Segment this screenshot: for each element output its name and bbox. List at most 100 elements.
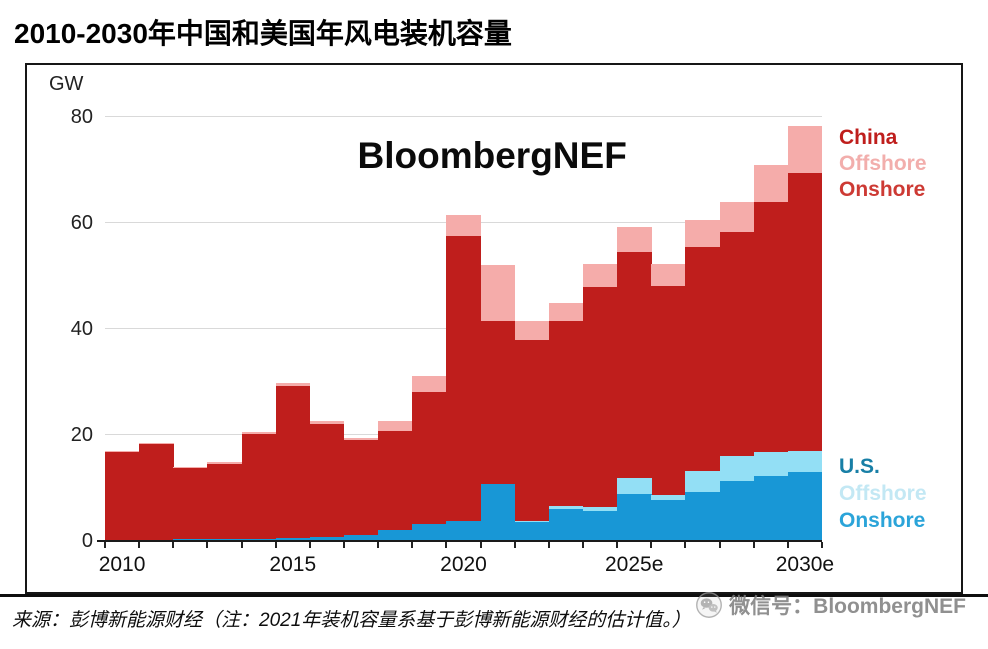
bar-us-offshore-2027 [685, 470, 721, 493]
bar-us-onshore-2026 [651, 499, 686, 541]
bar-china-onshore-2011 [139, 443, 174, 541]
x-tick-mark [104, 542, 106, 548]
bar-us-offshore-2023 [548, 505, 584, 510]
plot-area: BloombergNEF [97, 116, 823, 548]
bar-china-offshore-2024 [583, 263, 618, 287]
bar-us-onshore-2029 [753, 476, 789, 541]
x-tick-mark [172, 542, 175, 548]
bar-us-onshore-2028 [719, 481, 755, 541]
bar-china-offshore-2027 [685, 219, 721, 247]
bar-china-offshore-2012 [173, 466, 208, 468]
x-tick-mark [684, 542, 687, 548]
x-tick-mark [582, 542, 584, 548]
bar-china-offshore-2015 [275, 383, 311, 386]
bar-us-onshore-2022 [514, 521, 550, 541]
y-tick-label-40: 40 [70, 318, 93, 340]
x-tick-mark [752, 542, 755, 548]
x-tick-label-2030e: 2030e [775, 553, 835, 576]
bar-china-offshore-2030 [787, 126, 823, 173]
legend-us-offshore-label: Offshore [839, 482, 927, 505]
bar-us-onshore-2014 [241, 538, 277, 541]
legend-us-title: U.S. [839, 455, 880, 478]
x-tick-mark [718, 542, 721, 548]
x-tick-label-2025e: 2025e [605, 553, 664, 576]
x-tick-mark [138, 542, 141, 548]
bar-us-onshore-2024 [583, 511, 618, 541]
bar-china-onshore-2017 [344, 440, 379, 541]
bar-china-onshore-2019 [412, 391, 447, 541]
bar-us-onshore-2015 [275, 538, 311, 541]
x-tick-mark [650, 542, 653, 548]
y-tick-label-60: 60 [70, 212, 93, 234]
bar-us-onshore-2018 [378, 530, 413, 541]
bar-us-offshore-2028 [719, 456, 755, 482]
bar-china-offshore-2014 [241, 431, 277, 434]
x-tick-mark [377, 542, 380, 548]
bar-us-onshore-2027 [685, 492, 721, 541]
bar-us-onshore-2025 [617, 494, 652, 541]
x-tick-mark [343, 542, 345, 548]
x-tick-label-2015: 2015 [269, 553, 317, 576]
bar-china-offshore-2017 [344, 437, 379, 441]
bar-china-onshore-2020 [446, 236, 482, 541]
bar-china-offshore-2028 [719, 202, 755, 233]
page-title: 2010-2030年中国和美国年风电装机容量 [14, 18, 512, 49]
bar-china-onshore-2014 [241, 433, 277, 541]
bar-china-offshore-2023 [548, 303, 584, 322]
wechat-watermark-text: 微信号：BloombergNEF [729, 595, 966, 618]
y-tick-label-80: 80 [70, 106, 93, 128]
x-tick-label-2020: 2020 [440, 553, 487, 576]
bar-china-offshore-2016 [309, 421, 345, 425]
bar-us-offshore-2025 [617, 477, 652, 495]
bar-china-onshore-2022 [514, 339, 550, 541]
y-axis-unit-label: GW [49, 73, 84, 95]
bar-us-offshore-2022 [514, 521, 550, 522]
chart-frame: GW BloombergNEF 80 60 40 20 0 2010 2015 2020 20… [25, 63, 963, 594]
bar-us-offshore-2024 [583, 507, 618, 512]
bar-us-onshore-2021 [480, 484, 516, 541]
x-tick-mark [821, 542, 823, 548]
x-tick-mark [445, 542, 448, 548]
bar-us-onshore-2020 [446, 521, 482, 541]
bar-us-onshore-2019 [412, 523, 447, 541]
bar-china-offshore-2029 [753, 165, 789, 202]
bar-china-onshore-2016 [309, 424, 345, 541]
x-tick-mark [240, 542, 243, 548]
bar-china-offshore-2022 [514, 321, 550, 340]
bar-china-onshore-2010 [105, 451, 140, 541]
bar-us-offshore-2026 [651, 494, 686, 500]
bar-china-onshore-2018 [378, 430, 413, 541]
x-tick-label-2010: 2010 [98, 553, 146, 576]
legend-china: China Offshore Onshore [839, 125, 964, 203]
bar-china-offshore-2013 [207, 462, 243, 465]
y-tick-label-20: 20 [70, 424, 93, 446]
bar-us-onshore-2016 [309, 537, 345, 541]
bar-china-offshore-2018 [378, 420, 413, 431]
source-note: 来源：彭博新能源财经（注：2021年装机容量系基于彭博新能源财经的估计值。） [12, 610, 691, 631]
x-tick-mark [616, 542, 619, 548]
legend-china-onshore-label: Onshore [839, 178, 926, 201]
bar-china-offshore-2021 [480, 265, 516, 322]
legend-us-onshore-label: Onshore [839, 509, 926, 532]
legend-china-title: China [839, 126, 898, 149]
bar-china-offshore-2025 [617, 226, 652, 253]
bar-china-onshore-2015 [275, 385, 311, 541]
bar-china-offshore-2020 [446, 215, 482, 237]
x-tick-mark [513, 542, 516, 548]
x-axis-line [97, 540, 822, 542]
gridline-80 [105, 116, 822, 117]
x-tick-mark [274, 542, 277, 548]
bloombergnef-watermark: BloombergNEF [357, 135, 627, 176]
bar-us-offshore-2029 [753, 451, 789, 477]
x-tick-mark [308, 542, 311, 548]
bar-us-onshore-2017 [344, 534, 379, 541]
bar-china-offshore-2026 [651, 263, 686, 286]
bar-china-offshore-2011 [139, 442, 174, 444]
x-tick-mark [411, 542, 414, 548]
bar-china-offshore-2019 [412, 376, 447, 392]
wechat-icon [695, 591, 723, 619]
bar-china-onshore-2024 [583, 286, 618, 541]
wechat-watermark: 微信号：BloombergNEF [695, 590, 966, 620]
bar-us-onshore-2030 [787, 472, 823, 541]
bar-china-onshore-2023 [548, 321, 584, 541]
